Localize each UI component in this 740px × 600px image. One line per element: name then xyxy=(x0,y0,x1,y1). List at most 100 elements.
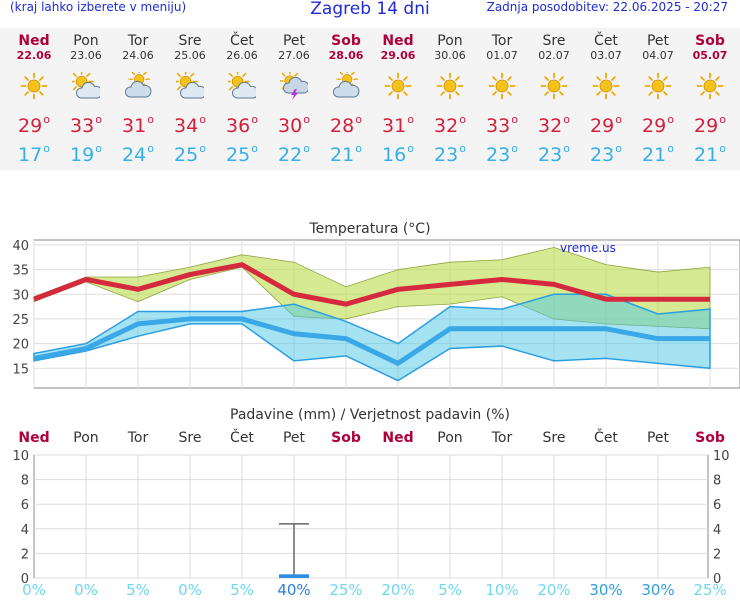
max-temperature: 29o xyxy=(18,113,50,137)
day-column: Čet 26.06 36o 25o xyxy=(216,28,268,170)
precipitation-probability: 0% xyxy=(22,581,46,599)
y-tick-label-right: 6 xyxy=(713,498,721,513)
degree-symbol: o xyxy=(719,113,726,126)
precipitation-bar xyxy=(279,574,309,578)
precipitation-probability: 30% xyxy=(589,581,623,599)
y-tick-label-right: 2 xyxy=(713,547,721,562)
y-tick-label: 40 xyxy=(12,239,29,254)
sun-icon xyxy=(488,72,516,100)
y-tick-label-left: 2 xyxy=(21,547,29,562)
sun-cloud-icon xyxy=(176,72,204,99)
max-temperature-line xyxy=(33,262,710,307)
y-tick-label-left: 4 xyxy=(21,523,29,538)
min-temperature: 23o xyxy=(590,142,622,166)
precipitation-probability: 10% xyxy=(485,581,519,599)
precipitation-probability: 0% xyxy=(178,581,202,599)
day-column: Čet 03.07 29o 23o xyxy=(580,28,632,170)
sun-icon xyxy=(696,72,724,100)
day-date: 04.07 xyxy=(642,49,674,62)
precip-day-label: Čet xyxy=(594,428,618,446)
degree-symbol: o xyxy=(407,142,414,155)
max-temperature: 32o xyxy=(538,113,570,137)
watermark-text: vreme.us xyxy=(560,241,616,255)
day-column: Sob 28.06 28o 21o xyxy=(320,28,372,170)
degree-symbol: o xyxy=(199,113,206,126)
location-menu-hint[interactable]: (kraj lahko izberete v meniju) xyxy=(10,0,187,14)
max-temperature: 34o xyxy=(174,113,206,137)
max-temperature: 32o xyxy=(434,113,466,137)
day-column: Tor 24.06 31o 24o xyxy=(112,28,164,170)
min-temperature: 21o xyxy=(694,142,726,166)
min-temperature-range-band xyxy=(33,293,711,382)
degree-symbol: o xyxy=(355,142,362,155)
precipitation-probability: 25% xyxy=(693,581,727,599)
day-name: Pon xyxy=(437,33,463,49)
precip-day-label: Sob xyxy=(331,430,361,446)
degree-symbol: o xyxy=(563,113,570,126)
day-name: Pet xyxy=(646,33,670,49)
max-temperature: 28o xyxy=(330,113,362,137)
day-column: Tor 01.07 33o 23o xyxy=(476,28,528,170)
day-date: 26.06 xyxy=(226,49,258,62)
max-temperature: 31o xyxy=(122,113,154,137)
degree-symbol: o xyxy=(95,142,102,155)
degree-symbol: o xyxy=(95,113,102,126)
day-date: 03.07 xyxy=(590,49,622,62)
y-tick-label: 15 xyxy=(12,362,29,377)
degree-symbol: o xyxy=(147,142,154,155)
day-name: Sre xyxy=(542,33,566,49)
precipitation-probability: 5% xyxy=(230,581,254,599)
min-temperature: 23o xyxy=(434,142,466,166)
sun-cloud-icon xyxy=(72,72,100,99)
temperature-chart-title: Temperatura (°C) xyxy=(308,221,430,237)
day-date: 30.06 xyxy=(434,49,466,62)
y-tick-label-left: 10 xyxy=(12,449,29,464)
thunderstorm-icon xyxy=(280,72,308,100)
degree-symbol: o xyxy=(511,142,518,155)
precipitation-plot-area xyxy=(33,454,709,579)
precip-day-label: Sob xyxy=(695,430,725,446)
y-tick-label: 25 xyxy=(12,313,29,328)
y-tick-label-left: 8 xyxy=(21,474,29,489)
day-name: Ned xyxy=(382,33,414,49)
day-date: 29.06 xyxy=(380,49,416,62)
degree-symbol: o xyxy=(459,113,466,126)
degree-symbol: o xyxy=(511,113,518,126)
degree-symbol: o xyxy=(667,113,674,126)
day-column: Sob 05.07 29o 21o xyxy=(684,28,736,170)
precip-day-label: Čet xyxy=(230,428,254,446)
day-column: Ned 22.06 29o 17o xyxy=(8,28,60,170)
precip-day-label: Sre xyxy=(543,430,566,446)
day-date: 24.06 xyxy=(122,49,154,62)
day-column: Sre 25.06 34o 25o xyxy=(164,28,216,170)
day-date: 28.06 xyxy=(328,49,364,62)
day-name: Pon xyxy=(73,33,99,49)
sun-icon xyxy=(644,72,672,100)
y-tick-label-right: 0 xyxy=(713,572,721,587)
min-temperature: 23o xyxy=(486,142,518,166)
min-temperature: 23o xyxy=(538,142,570,166)
min-temperature-line xyxy=(33,316,710,366)
day-column: Sre 02.07 32o 23o xyxy=(528,28,580,170)
day-date: 22.06 xyxy=(16,49,52,62)
day-name: Sob xyxy=(695,33,725,49)
max-temperature: 31o xyxy=(382,113,414,137)
degree-symbol: o xyxy=(43,142,50,155)
sun-cloud-icon xyxy=(228,72,256,99)
precipitation-probability: 30% xyxy=(641,581,675,599)
degree-symbol: o xyxy=(615,142,622,155)
day-date: 02.07 xyxy=(538,49,570,62)
day-date: 25.06 xyxy=(174,49,206,62)
day-name: Ned xyxy=(18,33,50,49)
day-name: Tor xyxy=(127,33,149,49)
min-temperature: 24o xyxy=(122,142,154,166)
cloud-sun-icon xyxy=(332,72,360,98)
day-date: 23.06 xyxy=(70,49,102,62)
precip-day-label: Tor xyxy=(127,430,149,446)
day-date: 01.07 xyxy=(486,49,518,62)
sun-icon xyxy=(592,72,620,100)
day-name: Tor xyxy=(491,33,513,49)
max-temperature: 29o xyxy=(694,113,726,137)
sun-icon xyxy=(436,72,464,100)
max-temperature: 30o xyxy=(278,113,310,137)
